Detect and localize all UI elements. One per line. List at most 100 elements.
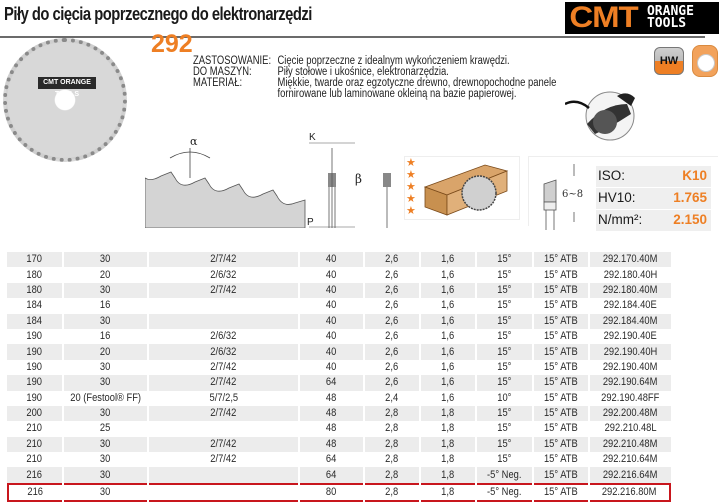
cell-value: 30	[100, 253, 111, 266]
table-cell: 2,8	[364, 436, 419, 453]
table-cell: 2/7/42	[149, 375, 298, 391]
table-cell: 15° ATB	[533, 467, 589, 483]
table-row: 190 20 (Festool® FF) 5/7/2,5 48 2,4 1,6 10° 15°…	[7, 391, 671, 406]
cell-value: 15°	[497, 360, 512, 373]
table-cell: 180	[7, 282, 62, 299]
description-label: MATERIAŁ:	[193, 77, 243, 89]
table-cell: 15° ATB	[533, 375, 589, 391]
beta-symbol: β	[355, 172, 362, 186]
table-cell	[149, 467, 298, 483]
cell-value: 16	[100, 330, 111, 343]
cell-value: 200	[26, 407, 43, 420]
table-cell: 292.210.48M	[590, 436, 671, 453]
cell-value: 1,8	[441, 453, 455, 466]
cell-value: 292.184.40E	[604, 299, 658, 312]
table-cell: 190	[7, 375, 62, 391]
cell-value: 15° ATB	[544, 422, 578, 435]
cell-value: 15° ATB	[544, 391, 578, 404]
table-cell: 48	[299, 436, 363, 453]
table-cell: 1,6	[420, 375, 476, 391]
tooth-profile-diagram: 6~8	[543, 164, 583, 230]
cell-value: 2,8	[385, 453, 399, 466]
table-cell	[149, 313, 298, 329]
cell-value: 170	[26, 253, 43, 266]
cell-value: 15°	[497, 345, 512, 358]
table-cell: 1,8	[420, 467, 476, 483]
table-cell: 30	[63, 467, 148, 483]
blade-logo-label: CMT ORANGE TOOLS	[38, 77, 96, 98]
spec-value: 2.150	[673, 212, 707, 227]
table-cell: 1,8	[420, 405, 476, 422]
table-cell: 30	[63, 436, 148, 453]
cell-value: 190	[26, 360, 43, 373]
cell-value: 30	[100, 485, 111, 498]
table-cell: 40	[300, 298, 363, 313]
cell-value: 40	[326, 314, 337, 327]
wood-cut-icon	[423, 164, 509, 216]
table-cell: 15° ATB	[533, 344, 589, 360]
cell-value: 80	[326, 485, 337, 498]
cell-value: 216	[27, 485, 44, 498]
cell-value: 25	[100, 422, 111, 435]
cell-value: 2/7/42	[210, 360, 237, 373]
table-cell: 1,8	[420, 482, 476, 502]
table-cell: 16	[64, 329, 148, 344]
cell-value: 1,8	[441, 422, 455, 435]
table-row: 190 20 2/6/32 40 2,6 1,6 15° 15° ATB 292.190.40H	[7, 344, 671, 360]
cell-value: 30	[100, 453, 111, 466]
table-cell: 15°	[477, 452, 532, 467]
table-cell: 30	[63, 375, 148, 391]
cell-value: 2/7/42	[210, 407, 237, 420]
cell-value: 2/7/42	[210, 437, 237, 450]
cell-value: 15°	[497, 253, 512, 266]
cell-value: 292.180.40M	[603, 283, 658, 296]
cell-value: 2,6	[385, 253, 399, 266]
table-cell: 292.184.40M	[590, 313, 671, 329]
table-cell: 292.216.80M	[590, 482, 671, 502]
table-cell: 48	[299, 405, 363, 422]
table-cell: 40	[299, 313, 363, 329]
table-row: 190 30 2/7/42 40 2,6 1,6 15° 15° ATB 292.190.40M	[7, 360, 671, 375]
cell-value: 30	[100, 360, 111, 373]
table-cell: 292.184.40E	[590, 298, 671, 313]
cell-value: 15°	[497, 299, 512, 312]
table-cell	[149, 298, 297, 313]
table-row: 216 30 64 2,8 1,8 -5° Neg. 15° ATB 292.216.64M	[7, 467, 671, 483]
table-cell: 292.216.64M	[590, 467, 671, 483]
table-cell: 190	[7, 391, 62, 406]
table-cell: -5° Neg.	[477, 482, 532, 502]
cell-value: 292.190.64M	[603, 376, 658, 389]
cell-value: 180	[26, 268, 43, 281]
cell-value: 15° ATB	[544, 407, 578, 420]
cell-value: 180	[26, 283, 43, 296]
description-row: MATERIAŁ: Miękkie, twarde oraz egzotyczn…	[193, 77, 556, 89]
table-cell	[149, 482, 298, 502]
cell-value: 292.216.80M	[602, 485, 657, 498]
cell-value: 2,8	[385, 485, 399, 498]
table-cell: 30	[63, 313, 148, 329]
table-cell: 64	[300, 452, 363, 467]
series-number: 292	[151, 30, 193, 58]
cell-value: 184	[26, 314, 43, 327]
brand-logo: CMT ORANGE TOOLS	[565, 1, 719, 34]
description-row: fornirowane lub laminowane okleiną na ba…	[193, 88, 556, 100]
cell-value: 30	[100, 407, 111, 420]
cell-value: 1,6	[441, 314, 455, 327]
cell-value: 30	[100, 376, 111, 389]
table-cell: 190	[7, 360, 62, 375]
cell-value: 15° ATB	[544, 268, 578, 281]
table-cell	[149, 421, 297, 436]
table-cell: 1,8	[420, 436, 476, 453]
spec-value: 1.765	[673, 190, 707, 205]
table-cell: 48	[300, 391, 363, 406]
table-cell: 2/6/32	[149, 329, 297, 344]
table-cell: 15°	[477, 405, 532, 422]
table-cell: 2/7/42	[149, 282, 298, 299]
cell-value: 292.190.40H	[603, 345, 658, 358]
cell-value: 15° ATB	[544, 253, 578, 266]
cell-value: 15°	[497, 376, 512, 389]
cell-value: 292.210.48M	[603, 437, 658, 450]
cell-value: 15°	[497, 437, 512, 450]
cell-value: 2,6	[385, 268, 399, 281]
cell-value: 1,6	[441, 345, 455, 358]
